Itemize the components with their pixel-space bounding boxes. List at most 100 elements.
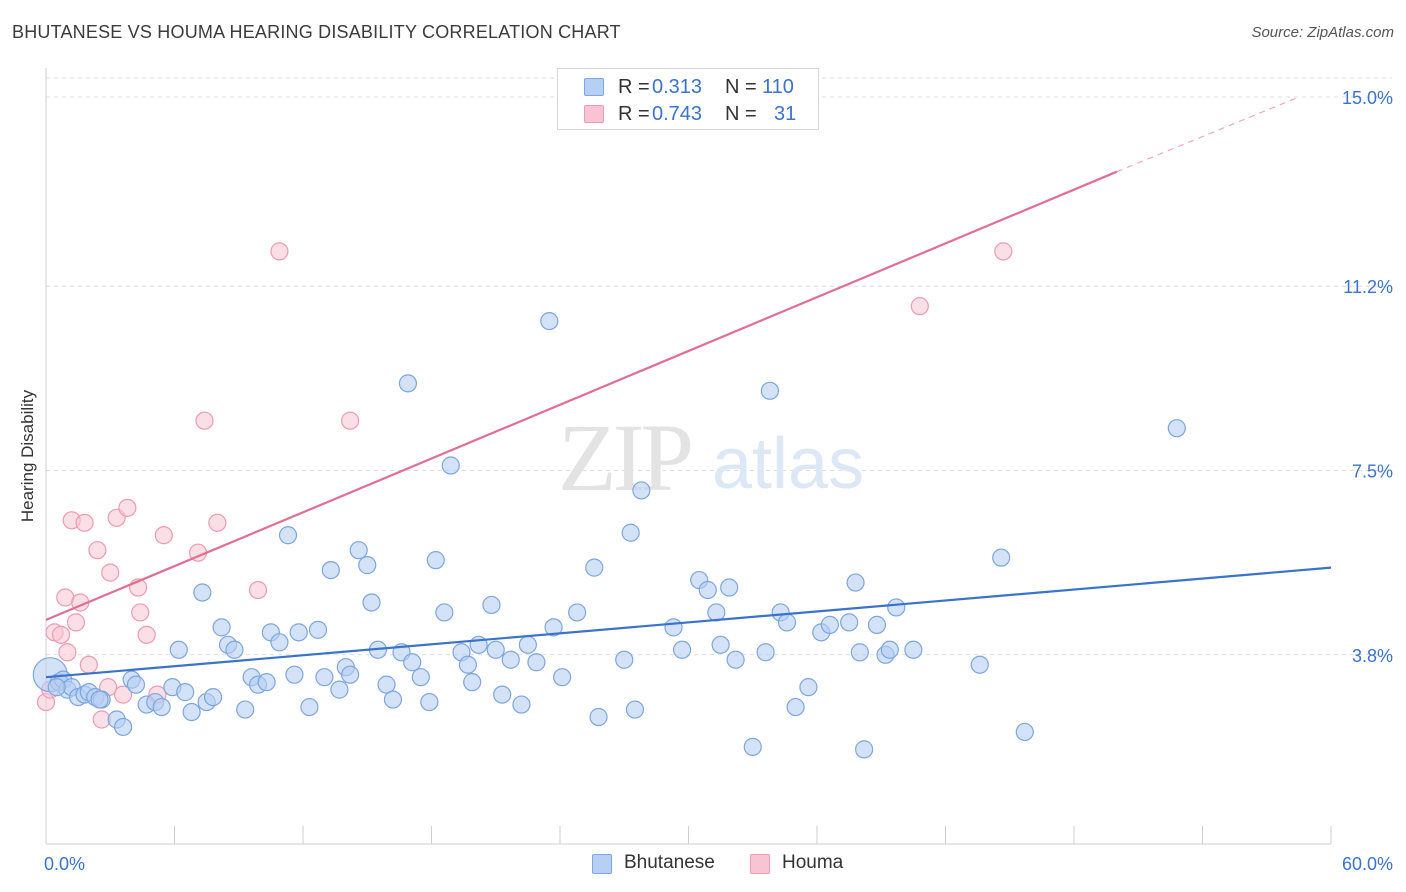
bhutanese-point [632, 481, 651, 500]
bhutanese-point [463, 673, 482, 692]
bhutanese-point [726, 650, 745, 669]
bhutanese-swatch [592, 854, 612, 874]
bhutanese-point [411, 668, 430, 687]
bhutanese-point [225, 640, 244, 659]
houma-point [994, 242, 1013, 261]
trend-lines [45, 96, 1332, 679]
bhutanese-point [300, 697, 319, 717]
bhutanese-point [176, 683, 195, 702]
bhutanese-point [527, 653, 546, 672]
bhutanese-point [152, 697, 171, 717]
bhutanese-point [435, 603, 454, 622]
houma-point [208, 513, 227, 532]
houma-point [101, 563, 120, 582]
bhutanese-point [1015, 722, 1034, 742]
bhutanese-point [341, 665, 360, 684]
watermark-zip: ZIP [558, 404, 691, 511]
houma-point [195, 411, 214, 430]
x-tick-labels: 0.0% 60.0% [44, 854, 1393, 874]
bhutanese-point [540, 312, 559, 331]
bhutanese-point [403, 653, 422, 672]
houma-point [270, 242, 289, 261]
bhutanese-point [315, 668, 334, 687]
bhutanese-point [285, 665, 304, 684]
bhutanese-point [203, 687, 223, 707]
bhutanese-point [621, 523, 640, 542]
bhutanese-point [512, 695, 531, 714]
bhutanese-point [846, 573, 865, 592]
bhutanese-point [493, 685, 512, 704]
r-label: R = [618, 103, 650, 125]
bhutanese-point [615, 650, 634, 669]
y-tick-label: 7.5% [1352, 462, 1393, 482]
houma-trend-extension [1116, 96, 1300, 173]
n-label: N = [725, 76, 757, 98]
legend-stats: R = 0.313 N = 110 R = 0.743 N = 31 [557, 68, 819, 130]
y-tick-labels: 3.8% 7.5% 11.2% 15.0% [1342, 88, 1393, 666]
bhutanese-point [278, 526, 298, 545]
n-value: 31 [774, 103, 797, 125]
bhutanese-point [458, 655, 478, 674]
bhutanese-point [799, 678, 818, 697]
bhutanese-point [707, 603, 726, 622]
bhutanese-point [589, 707, 608, 727]
houma-point [137, 625, 156, 644]
bhutanese-point [90, 690, 109, 709]
bhutanese-point [257, 673, 276, 692]
houma-trend-line [45, 170, 1118, 621]
bhutanese-point [358, 556, 377, 575]
bhutanese-point [270, 633, 289, 652]
houma-point [58, 643, 77, 662]
grid-lines [46, 77, 1392, 656]
bhutanese-point [321, 560, 340, 580]
bhutanese-point [970, 655, 989, 674]
r-value: 0.313 [652, 76, 703, 98]
bhutanese-point [426, 551, 445, 570]
bhutanese-swatch [584, 78, 604, 96]
chart-title: BHUTANESE VS HOUMA HEARING DISABILITY CO… [12, 22, 621, 42]
bhutanese-point [308, 620, 328, 639]
bhutanese-point [113, 717, 133, 737]
bhutanese-point [1167, 419, 1186, 438]
legend-label: Houma [782, 852, 844, 873]
houma-point [113, 685, 133, 704]
houma-point [248, 580, 268, 600]
r-label: R = [618, 76, 650, 98]
bhutanese-point [349, 541, 368, 560]
bhutanese-point [855, 740, 874, 759]
houma-point [341, 411, 360, 430]
bhutanese-point [47, 678, 66, 697]
houma-point [154, 526, 173, 545]
bhutanese-point [840, 613, 859, 632]
bhutanese-point [887, 598, 906, 617]
bhutanese-point [880, 640, 899, 659]
bhutanese-point [169, 640, 188, 659]
y-tick-label: 3.8% [1352, 646, 1393, 666]
bhutanese-points [32, 312, 1186, 759]
bhutanese-point [193, 583, 212, 602]
houma-point [131, 603, 150, 622]
houma-point [66, 613, 86, 632]
bhutanese-point [289, 623, 308, 642]
bhutanese-point [441, 456, 460, 475]
legend-label: Bhutanese [624, 852, 715, 873]
y-axis-label: Hearing Disability [18, 389, 37, 522]
bhutanese-point [398, 374, 418, 393]
bhutanese-point [664, 618, 683, 637]
bhutanese-point [585, 558, 604, 577]
y-tick-label: 11.2% [1343, 277, 1393, 297]
houma-point [118, 498, 137, 517]
bhutanese-point [420, 692, 439, 712]
bhutanese-point [867, 615, 887, 634]
bhutanese-point [212, 618, 231, 637]
bhutanese-point [482, 595, 501, 615]
bhutanese-point [820, 615, 839, 634]
houma-point [88, 541, 107, 560]
source-label: Source: ZipAtlas.com [1251, 24, 1394, 41]
bhutanese-point [544, 618, 563, 637]
bhutanese-point [992, 548, 1011, 567]
n-value: 110 [762, 76, 794, 98]
bhutanese-point [777, 613, 797, 632]
bhutanese-point [743, 737, 762, 756]
